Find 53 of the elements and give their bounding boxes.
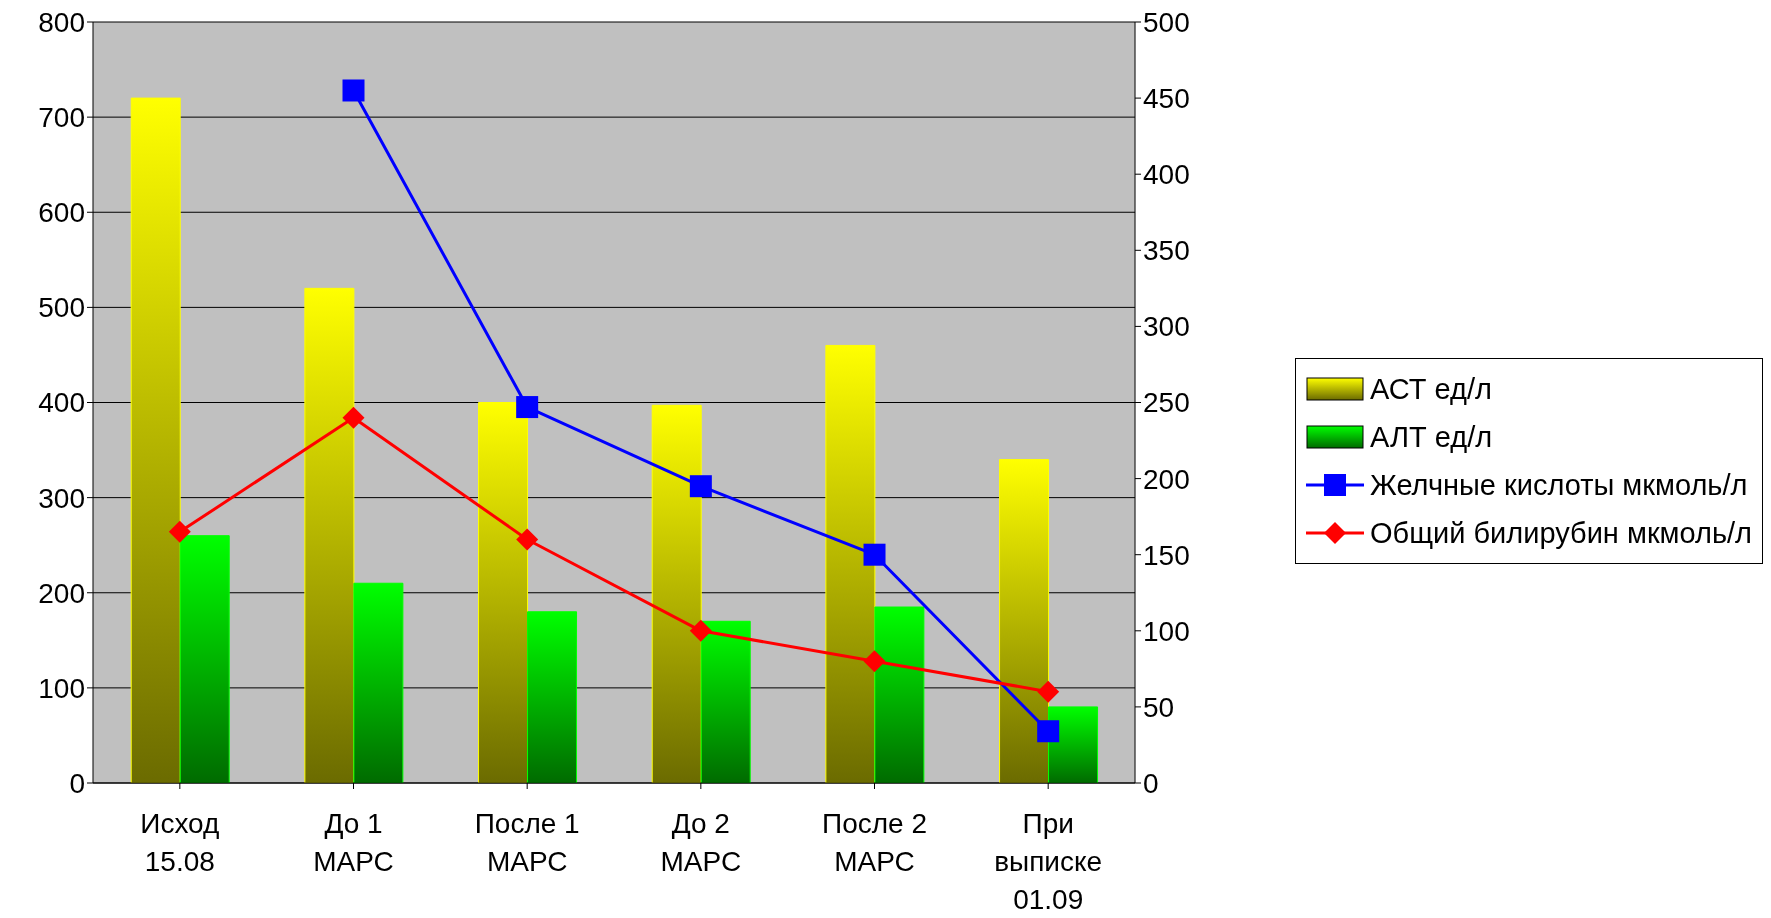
point bbox=[1037, 720, 1060, 743]
y-tick-label: 500 bbox=[38, 292, 85, 324]
y2-tick-label: 200 bbox=[1143, 463, 1190, 495]
point bbox=[689, 619, 712, 642]
bar bbox=[825, 344, 876, 783]
x-tick-label: До 1 МАРС bbox=[313, 808, 394, 877]
y2-tick-label: 400 bbox=[1143, 159, 1190, 191]
y-tick-label: 200 bbox=[38, 577, 85, 609]
point bbox=[1037, 680, 1060, 703]
legend-label: Желчные кислоты мкмоль/л bbox=[1370, 467, 1748, 503]
point bbox=[863, 650, 886, 673]
bar bbox=[353, 582, 404, 783]
y-tick-label: 100 bbox=[38, 672, 85, 704]
point bbox=[689, 475, 712, 498]
y2-tick-label: 500 bbox=[1143, 6, 1190, 38]
legend-label: Общий билирубин мкмоль/л bbox=[1370, 515, 1752, 551]
x-tick-label: После 1 МАРС bbox=[474, 808, 580, 877]
y2-tick-label: 350 bbox=[1143, 235, 1190, 267]
y-tick-label: 800 bbox=[38, 6, 85, 38]
y-tick-label: 400 bbox=[38, 387, 85, 419]
y2-tick-label: 300 bbox=[1143, 311, 1190, 343]
bar bbox=[304, 287, 355, 783]
y2-tick-label: 450 bbox=[1143, 83, 1190, 115]
legend-label: АСТ ед/л bbox=[1370, 371, 1492, 407]
bar bbox=[527, 611, 578, 783]
point bbox=[863, 543, 886, 566]
bar bbox=[999, 459, 1050, 783]
point bbox=[516, 528, 539, 551]
x-tick-label: До 2 МАРС bbox=[660, 808, 742, 877]
bar bbox=[478, 402, 529, 783]
y2-tick-label: 50 bbox=[1143, 691, 1175, 723]
bar bbox=[1048, 706, 1099, 783]
x-tick-label: После 2 МАРС bbox=[822, 808, 927, 877]
y-tick-label: 700 bbox=[38, 102, 85, 134]
y2-tick-label: 100 bbox=[1143, 615, 1190, 647]
point bbox=[342, 79, 365, 102]
y-tick-label: 0 bbox=[69, 767, 85, 799]
legend-label: АЛТ ед/л bbox=[1370, 419, 1493, 455]
y2-tick-label: 0 bbox=[1143, 767, 1159, 799]
bar bbox=[130, 97, 181, 783]
y-tick-label: 600 bbox=[38, 197, 85, 229]
x-tick-label: Исход 15.08 bbox=[140, 808, 220, 877]
bar bbox=[874, 606, 925, 783]
point bbox=[342, 406, 365, 429]
x-tick-label: При выписке 01.09 bbox=[994, 808, 1103, 915]
bar bbox=[179, 535, 230, 783]
bar bbox=[651, 404, 702, 783]
point bbox=[516, 396, 539, 419]
y2-tick-label: 250 bbox=[1143, 387, 1190, 419]
y-tick-label: 300 bbox=[38, 482, 85, 514]
y2-tick-label: 150 bbox=[1143, 539, 1190, 571]
bar bbox=[700, 620, 751, 783]
point bbox=[168, 520, 191, 543]
